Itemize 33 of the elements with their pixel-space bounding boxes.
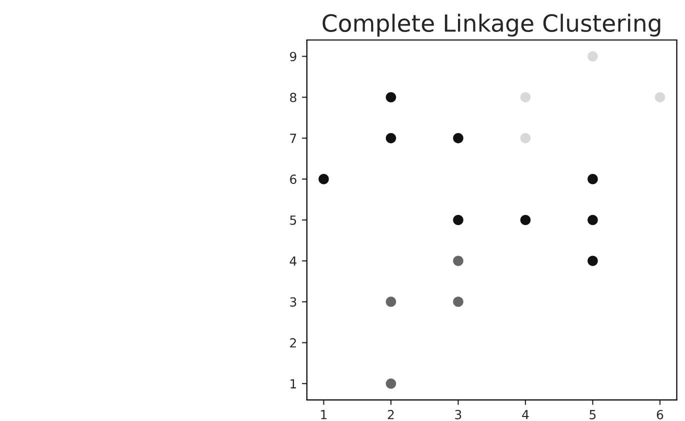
y-tick-label: 3 (290, 297, 296, 307)
y-tick-label: 7 (290, 134, 296, 143)
x-tick-label: 2 (388, 410, 394, 420)
point (386, 92, 396, 102)
point (386, 296, 396, 307)
point (588, 174, 598, 184)
x-tick-label: 3 (455, 410, 462, 420)
point (520, 214, 531, 226)
point (588, 51, 598, 62)
point (386, 378, 396, 389)
point (453, 133, 464, 144)
x-tick-label: 6 (656, 410, 664, 420)
point (453, 214, 464, 226)
chart-title: Complete Linkage Clustering (322, 14, 660, 37)
x-tick-label: 5 (590, 410, 596, 420)
y-tick-label: 8 (290, 92, 296, 102)
y-tick-label: 6 (290, 174, 296, 184)
y-tick-label: 4 (290, 256, 296, 266)
point (588, 256, 598, 266)
y-tick-label: 1 (290, 379, 296, 388)
point (318, 174, 329, 184)
point (520, 92, 531, 102)
x-tick-label: 1 (321, 410, 327, 420)
point (654, 92, 666, 102)
point (386, 133, 396, 144)
y-tick-label: 5 (290, 216, 296, 225)
y-tick-label: 2 (290, 338, 296, 348)
x-tick-label: 4 (522, 410, 529, 420)
point (453, 296, 464, 307)
y-tick-label: 9 (290, 52, 296, 62)
point (453, 256, 464, 266)
point (588, 214, 598, 226)
point (520, 133, 531, 144)
